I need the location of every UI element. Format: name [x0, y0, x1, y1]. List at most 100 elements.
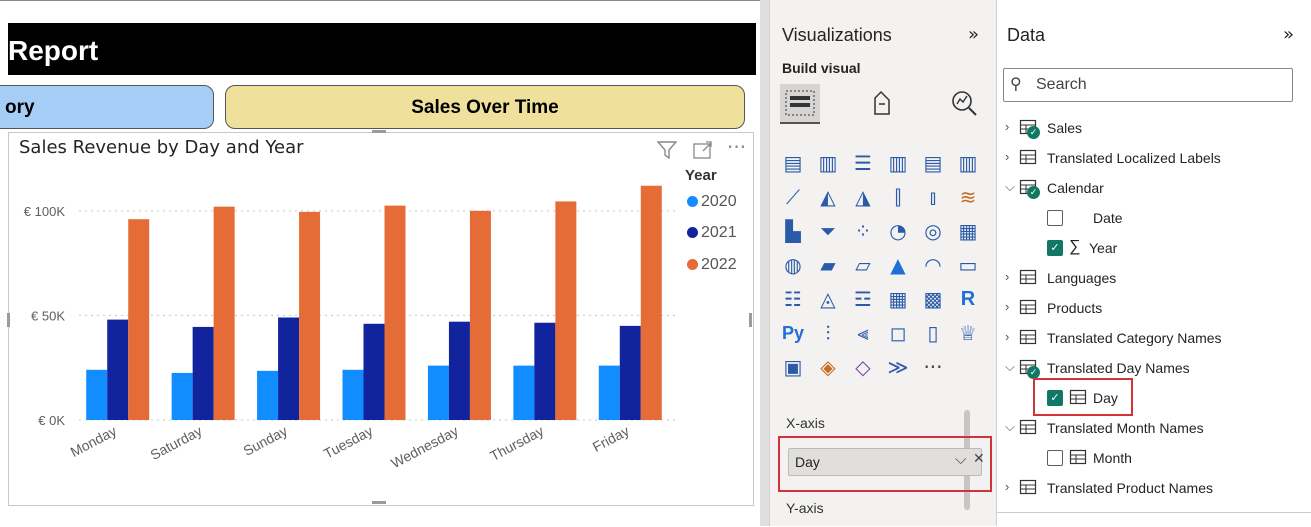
- field-table-calendar[interactable]: ⌵ ✓ Calendar: [1005, 177, 1305, 201]
- key-influencers-icon[interactable]: ⫶: [825, 321, 831, 345]
- gauge-icon[interactable]: ◠: [924, 253, 942, 277]
- search-input[interactable]: ⚲ Search: [1003, 68, 1293, 102]
- field-table-translated-day-names[interactable]: ⌵ ✓ Translated Day Names: [1005, 357, 1305, 381]
- chevron-right-icon[interactable]: ›: [1005, 269, 1010, 284]
- chevron-right-icon[interactable]: ›: [1005, 479, 1010, 494]
- resize-handle-bottom[interactable]: [372, 501, 386, 504]
- column-chart-visual[interactable]: Sales Revenue by Day and Year ··· Year 2…: [7, 130, 754, 506]
- stacked-bar-chart-icon[interactable]: ▤: [783, 151, 803, 175]
- scatter-chart-icon[interactable]: ⁘: [854, 219, 872, 243]
- filter-icon[interactable]: [656, 141, 678, 164]
- legend-item-2021[interactable]: 2021: [687, 224, 737, 242]
- decomposition-tree-icon[interactable]: ⫷: [857, 321, 869, 345]
- filled-map-icon[interactable]: ▰: [820, 253, 836, 277]
- bar-2021-monday[interactable]: [107, 319, 129, 420]
- clustered-column-chart-icon[interactable]: ▥: [888, 151, 908, 175]
- azure-map-icon[interactable]: ▲: [890, 253, 906, 277]
- checkbox-checked[interactable]: ✓: [1047, 390, 1063, 406]
- bar-2021-tuesday[interactable]: [363, 323, 385, 420]
- checkbox-checked[interactable]: ✓: [1047, 240, 1063, 256]
- line-chart-icon[interactable]: ⟋: [786, 185, 800, 209]
- line-and-clustered-column-icon[interactable]: ⫾: [929, 185, 937, 209]
- python-visual-icon[interactable]: Py: [781, 323, 805, 343]
- chevron-right-icon[interactable]: ›: [1005, 329, 1010, 344]
- stacked-area-chart-icon[interactable]: ◮: [855, 185, 871, 209]
- matrix-icon[interactable]: ▩: [923, 287, 943, 311]
- focus-mode-icon[interactable]: [693, 141, 713, 164]
- bar-2022-friday[interactable]: [640, 185, 662, 420]
- slicer-icon[interactable]: ☲: [854, 287, 872, 311]
- resize-handle-right[interactable]: [749, 313, 752, 327]
- donut-chart-icon[interactable]: ◎: [924, 219, 942, 243]
- collapse-visualizations-icon[interactable]: »: [968, 24, 980, 45]
- build-visual-tab-icon[interactable]: [780, 84, 820, 124]
- format-visual-tab-icon[interactable]: [862, 84, 902, 122]
- ribbon-chart-icon[interactable]: ≋: [959, 185, 977, 209]
- chevron-down-icon[interactable]: ⌵: [955, 450, 967, 468]
- waterfall-chart-icon[interactable]: ▙: [785, 219, 801, 243]
- bar-2022-tuesday[interactable]: [384, 205, 406, 420]
- chevron-down-icon[interactable]: ⌵: [1005, 419, 1015, 434]
- bar-2021-saturday[interactable]: [192, 326, 214, 420]
- card-icon[interactable]: ▭: [958, 253, 978, 277]
- collapse-data-icon[interactable]: »: [1283, 24, 1295, 45]
- field-month[interactable]: Month: [1005, 447, 1305, 471]
- multi-row-card-icon[interactable]: ☷: [784, 287, 802, 311]
- legend-item-2020[interactable]: 2020: [687, 193, 737, 211]
- line-and-stacked-column-icon[interactable]: ⫿: [894, 185, 902, 209]
- remove-field-icon[interactable]: ✕: [973, 451, 985, 467]
- map-icon[interactable]: ◍: [784, 253, 802, 277]
- funnel-chart-icon[interactable]: ⏷: [820, 219, 836, 243]
- chevron-down-icon[interactable]: ⌵: [1005, 359, 1015, 374]
- qa-icon[interactable]: ◻: [889, 321, 907, 345]
- field-day[interactable]: ✓ Day: [1005, 387, 1305, 411]
- kpi-icon[interactable]: ◬: [820, 287, 836, 311]
- bar-2020-friday[interactable]: [598, 365, 620, 420]
- chevron-right-icon[interactable]: ›: [1005, 149, 1010, 164]
- analytics-tab-icon[interactable]: [944, 84, 984, 122]
- area-chart-icon[interactable]: ◭: [820, 185, 836, 209]
- ai-insights-icon[interactable]: ≫: [887, 355, 909, 379]
- bar-2021-thursday[interactable]: [534, 322, 556, 420]
- power-apps-icon[interactable]: ◈: [820, 355, 836, 379]
- table-icon[interactable]: ▦: [888, 287, 908, 311]
- get-more-visuals-icon[interactable]: ···: [923, 355, 943, 379]
- shape-map-icon[interactable]: ▱: [855, 253, 871, 277]
- metrics-icon[interactable]: ♕: [959, 321, 977, 345]
- bar-2021-sunday[interactable]: [278, 317, 300, 420]
- field-table-translated-category-names[interactable]: › Translated Category Names: [1005, 327, 1305, 351]
- bar-2020-saturday[interactable]: [171, 372, 193, 420]
- field-year[interactable]: ✓ ∑ Year: [1005, 237, 1305, 261]
- bar-2020-monday[interactable]: [86, 369, 108, 420]
- smart-narrative-icon[interactable]: ▯: [927, 321, 939, 345]
- field-table-translated-localized-labels[interactable]: › Translated Localized Labels: [1005, 147, 1305, 171]
- clustered-bar-chart-icon[interactable]: ☰: [854, 151, 872, 175]
- chevron-down-icon[interactable]: ⌵: [1005, 179, 1015, 194]
- bar-2022-sunday[interactable]: [299, 211, 321, 420]
- bar-2020-thursday[interactable]: [513, 365, 535, 420]
- field-table-sales[interactable]: › ✓ Sales: [1005, 117, 1305, 141]
- pie-chart-icon[interactable]: ◔: [889, 219, 907, 243]
- resize-handle-left[interactable]: [7, 313, 10, 327]
- bar-2022-wednesday[interactable]: [469, 210, 491, 420]
- chevron-right-icon[interactable]: ›: [1005, 299, 1010, 314]
- power-automate-icon[interactable]: ◇: [855, 355, 871, 379]
- resize-handle-top[interactable]: [372, 130, 386, 133]
- checkbox-unchecked[interactable]: [1047, 450, 1063, 466]
- bar-2021-wednesday[interactable]: [448, 321, 470, 420]
- bar-2021-friday[interactable]: [619, 325, 641, 420]
- bar-2020-sunday[interactable]: [257, 370, 279, 420]
- 100-stacked-bar-chart-icon[interactable]: ▤: [923, 151, 943, 175]
- x-axis-field-pill[interactable]: Day ⌵ ✕: [788, 448, 985, 476]
- bar-2022-saturday[interactable]: [213, 206, 235, 420]
- bar-2020-tuesday[interactable]: [342, 369, 364, 420]
- paginated-report-icon[interactable]: ▣: [783, 355, 803, 379]
- legend-item-2022[interactable]: 2022: [687, 256, 737, 274]
- r-visual-icon[interactable]: R: [960, 288, 976, 310]
- chevron-right-icon[interactable]: ›: [1005, 119, 1010, 134]
- field-table-translated-product-names[interactable]: › Translated Product Names: [1005, 477, 1305, 501]
- 100-stacked-column-chart-icon[interactable]: ▥: [958, 151, 978, 175]
- bar-2022-thursday[interactable]: [555, 201, 577, 420]
- bar-2022-monday[interactable]: [128, 219, 150, 420]
- field-table-products[interactable]: › Products: [1005, 297, 1305, 321]
